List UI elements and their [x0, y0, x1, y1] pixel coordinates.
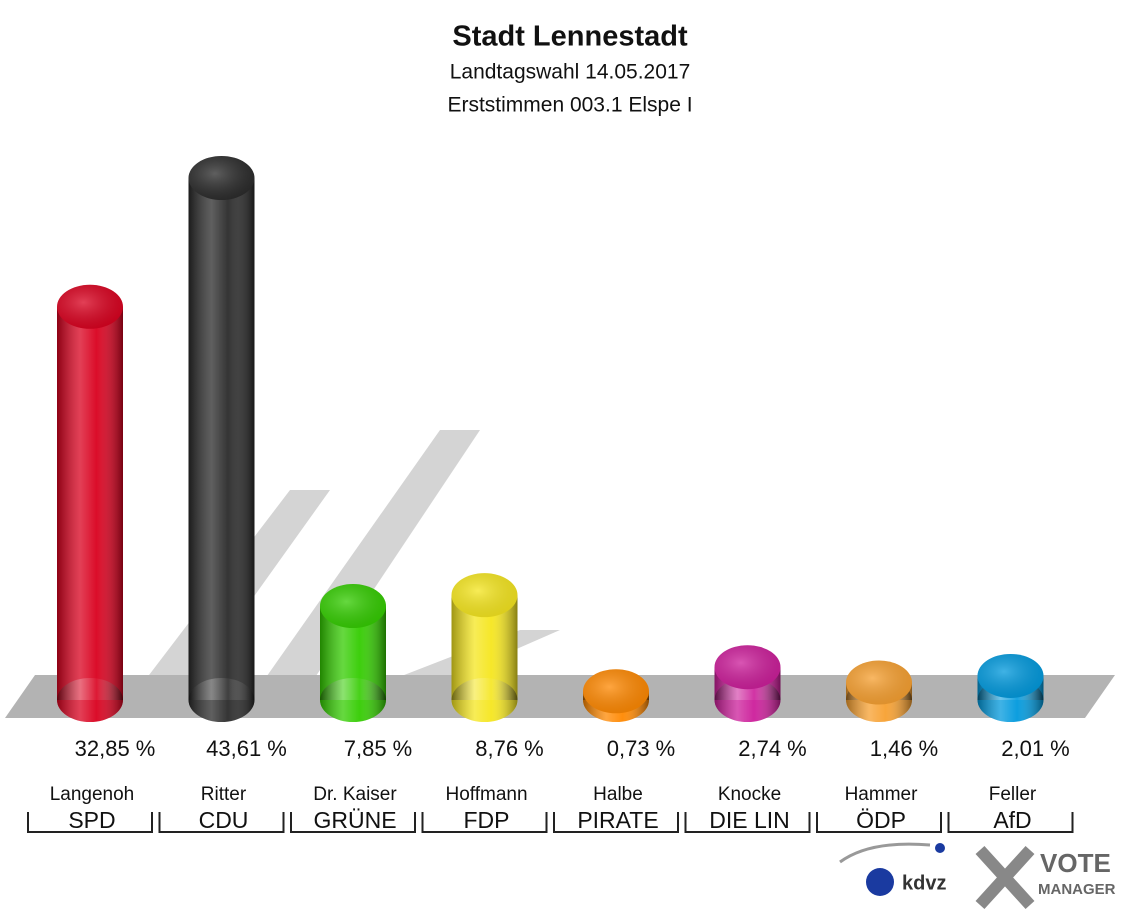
bar: [977, 653, 1044, 722]
bar: [451, 573, 518, 722]
bar: [714, 645, 781, 722]
bracket: [27, 812, 153, 833]
x-tick-label: Ritter: [201, 784, 247, 805]
bar-top-shade: [846, 660, 912, 705]
bar: [57, 284, 123, 722]
chart-subtitle: Landtagswahl 14.05.2017: [450, 61, 691, 84]
bracket: [290, 812, 416, 833]
bar-top-shade: [320, 584, 386, 629]
value-label: 7,85 %: [344, 736, 413, 761]
x-tick-label: Dr. Kaiser: [313, 784, 397, 805]
party-label: AfD: [993, 807, 1031, 833]
party-label: ÖDP: [856, 807, 906, 833]
x-tick-label: Hammer: [845, 784, 919, 805]
chart-subtitle: Erststimmen 003.1 Elspe I: [447, 94, 692, 117]
logo-text: VOTE: [1040, 848, 1111, 878]
party-label: GRÜNE: [313, 807, 396, 833]
bracket: [816, 812, 942, 833]
logo-text: kdvz: [902, 872, 946, 894]
party-label: FDP: [464, 807, 510, 833]
x-tick-label: Hoffmann: [445, 784, 527, 805]
value-label: 8,76 %: [475, 736, 544, 761]
party-label: CDU: [199, 807, 249, 833]
logo: kdvz VOTE MANAGER: [839, 842, 1116, 910]
bracket: [421, 812, 548, 833]
logo-text: MANAGER: [1038, 881, 1116, 898]
bar-top-shade: [57, 284, 123, 329]
x-tick-label: Knocke: [718, 784, 781, 805]
bar: [188, 156, 255, 722]
x-tick-label: Feller: [989, 784, 1037, 805]
bar-top-shade: [188, 156, 255, 200]
bar-top-shade: [451, 573, 518, 618]
party-label: PIRATE: [577, 807, 658, 833]
party-label: SPD: [68, 807, 115, 833]
bracket: [553, 812, 679, 833]
bar-top-shade: [583, 669, 649, 714]
chart-title: Stadt Lennestadt: [452, 21, 688, 53]
bar-top-shade: [714, 645, 781, 690]
bracket: [158, 812, 285, 833]
value-label: 0,73 %: [607, 736, 676, 761]
bracket: [947, 812, 1074, 833]
bracket: [684, 812, 811, 833]
value-label: 43,61 %: [206, 736, 287, 761]
bar-body-shade: [57, 306, 123, 700]
value-label: 2,74 %: [738, 736, 807, 761]
x-tick-label: Langenoh: [50, 784, 135, 805]
bar: [846, 660, 912, 722]
x-tick-label: Halbe: [593, 784, 643, 805]
bar: [583, 669, 649, 722]
value-label: 1,46 %: [870, 736, 939, 761]
bar-top-shade: [977, 653, 1044, 698]
bar: [320, 584, 386, 722]
party-label: DIE LIN: [709, 807, 790, 833]
background-shadows: [5, 430, 1115, 718]
value-label: 2,01 %: [1001, 736, 1070, 761]
value-label: 32,85 %: [75, 736, 156, 761]
bar-body-shade: [188, 178, 255, 700]
